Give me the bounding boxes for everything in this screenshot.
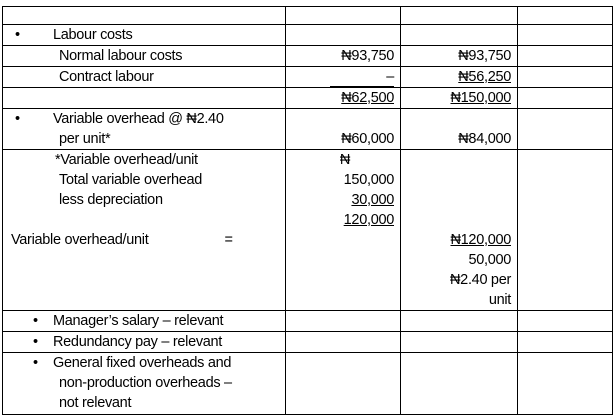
general-overheads-1: General fixed overheads and — [53, 355, 232, 371]
bullet-icon: • — [15, 111, 20, 127]
contract-labour-label: Contract labour — [2, 66, 286, 88]
bullet-icon: • — [33, 355, 38, 371]
equals-sign: = — [224, 232, 233, 248]
bullet-icon: • — [15, 27, 20, 43]
total-variable-overhead: 150,000 — [343, 172, 395, 188]
cost-table: • Labour costs Normal labour costs ₦93,75… — [2, 6, 613, 415]
net-variable-overhead: 120,000 — [343, 212, 395, 228]
table-row: • Manager’s salary – relevant — [2, 310, 613, 332]
calc-label-3: less depreciation — [59, 192, 163, 208]
variable-overhead-b: ₦84,000 — [458, 131, 511, 147]
table-row: ₦62,500 ₦150,000 — [2, 87, 613, 109]
calc-label-5: Variable overhead/unit — [11, 232, 149, 248]
calc-numerator: ₦120,000 — [450, 232, 512, 248]
bullet-icon: • — [33, 334, 38, 350]
table-row: • General fixed overheads and non-product… — [2, 352, 613, 415]
general-overheads-3: not relevant — [59, 395, 132, 411]
table-row: • Labour costs — [2, 24, 613, 46]
normal-labour-a: ₦93,750 — [285, 45, 401, 67]
normal-labour-label: Normal labour costs — [2, 45, 286, 67]
naira-symbol: ₦ — [339, 152, 351, 168]
calc-result-unit: unit — [488, 292, 511, 308]
calc-result: ₦2.40 per — [450, 272, 511, 288]
labour-heading: Labour costs — [53, 27, 133, 43]
table-row: Normal labour costs ₦93,750 ₦93,750 — [2, 45, 613, 67]
header-row — [2, 6, 613, 25]
table-row: • Redundancy pay – relevant — [2, 331, 613, 353]
variable-overhead-label-2: per unit* — [59, 131, 111, 147]
table-row: Contract labour – ₦56,250 — [2, 66, 613, 88]
variable-overhead-label: Variable overhead @ ₦2.40 — [53, 111, 224, 127]
calculation-row: *Variable overhead/unit Total variable o… — [2, 149, 613, 311]
labour-total-b: ₦150,000 — [450, 90, 512, 106]
variable-overhead-a: ₦60,000 — [341, 131, 394, 147]
manager-salary: Manager’s salary – relevant — [53, 313, 224, 329]
labour-total-a: ₦62,500 — [341, 90, 394, 106]
bullet-icon: • — [33, 313, 38, 329]
redundancy-pay: Redundancy pay – relevant — [53, 334, 223, 350]
calc-denominator: 50,000 — [468, 252, 511, 268]
calc-label-2: Total variable overhead — [59, 172, 203, 188]
general-overheads-2: non-production overheads – — [59, 375, 232, 391]
contract-labour-b: ₦56,250 — [458, 69, 511, 85]
table-row: • Variable overhead @ ₦2.40 per unit* ₦60… — [2, 108, 613, 150]
depreciation: 30,000 — [351, 192, 394, 208]
contract-labour-a: – — [330, 69, 394, 87]
normal-labour-b: ₦93,750 — [400, 45, 518, 67]
calc-label-1: *Variable overhead/unit — [55, 152, 198, 168]
